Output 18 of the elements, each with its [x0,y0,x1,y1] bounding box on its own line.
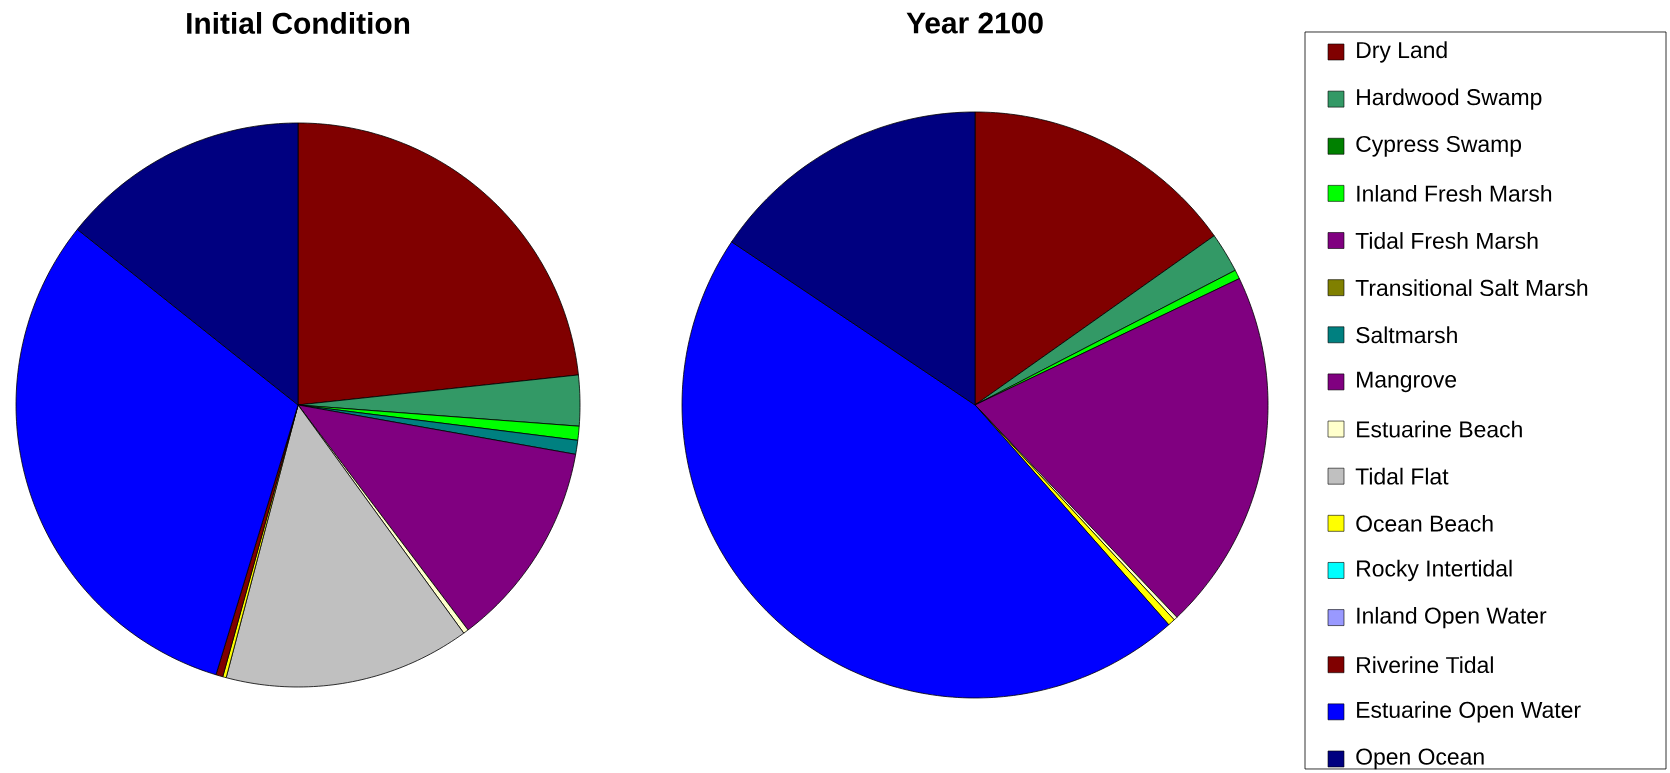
legend-label: Mangrove [1357,371,1457,393]
legend-label: Riverine Tidal [1357,656,1493,674]
chart-title: Initial Condition [187,12,410,34]
legend-label: Transitional Salt Marsh [1355,279,1588,297]
legend-label: Dry Land [1357,41,1447,63]
chart-title: Year 2100 [906,12,1043,34]
legend-label: Saltmarsh [1356,326,1457,344]
legend-label: Tidal Flat [1355,467,1449,485]
legend-label: Rocky Intertidal [1357,559,1512,582]
legend-label: Inland Fresh Marsh [1357,184,1552,202]
legend-label: Estuarine Beach [1357,420,1522,438]
legend-label: Hardwood Swamp [1357,88,1542,110]
legend-label: Estuarine Open Water [1357,701,1581,723]
legend-label: Open Ocean [1356,748,1484,770]
legend-label: Ocean Beach [1356,514,1493,532]
legend-label: Tidal Fresh Marsh [1355,232,1538,249]
legend-label: Cypress Swamp [1356,135,1522,157]
legend-label: Inland Open Water [1357,606,1547,629]
